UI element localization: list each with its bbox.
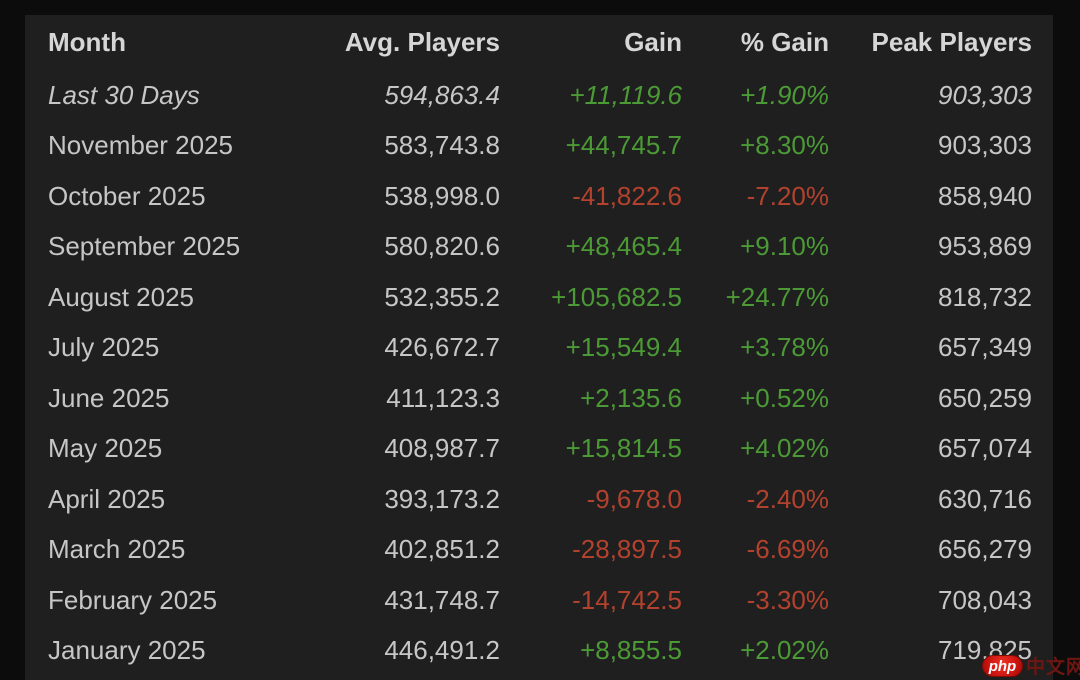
- avg-players-cell: 580,820.6: [384, 231, 500, 262]
- table-row: February 2025 431,748.7 -14,742.5 -3.30% 708…: [25, 575, 1053, 626]
- gain-cell: +105,682.5: [551, 281, 682, 312]
- month-cell: June 2025: [48, 382, 170, 413]
- month-cell: February 2025: [48, 584, 218, 615]
- watermark: php 中文网: [981, 652, 1080, 679]
- pct-gain-cell: +8.30%: [740, 130, 829, 161]
- gain-cell: +48,465.4: [565, 231, 682, 262]
- month-cell: January 2025: [48, 635, 206, 666]
- avg-players-cell: 402,851.2: [384, 534, 500, 565]
- php-logo-icon: php: [981, 654, 1023, 677]
- peak-players-cell: 903,303: [938, 79, 1032, 110]
- table-header-row: Month Avg. Players Gain % Gain Peak Play…: [25, 15, 1053, 70]
- table-row: August 2025 532,355.2 +105,682.5 +24.77% 818…: [25, 272, 1053, 323]
- peak-players-cell: 953,869: [938, 231, 1032, 262]
- table-row: Last 30 Days 594,863.4 +11,119.6 +1.90% 903,…: [25, 70, 1053, 121]
- avg-players-cell: 393,173.2: [384, 483, 500, 514]
- col-header-peak-players: Peak Players: [871, 27, 1032, 57]
- col-header-month: Month: [48, 27, 126, 57]
- month-cell: March 2025: [48, 534, 186, 565]
- avg-players-cell: 538,998.0: [384, 180, 500, 211]
- gain-cell: +15,814.5: [565, 433, 682, 464]
- month-cell: May 2025: [48, 433, 163, 464]
- month-cell: July 2025: [48, 332, 160, 363]
- avg-players-cell: 594,863.4: [384, 79, 500, 110]
- avg-players-cell: 411,123.3: [386, 382, 500, 413]
- gain-cell: +44,745.7: [565, 130, 682, 161]
- gain-cell: -14,742.5: [572, 584, 682, 615]
- table-row: January 2025 446,491.2 +8,855.5 +2.02% 719,8…: [25, 626, 1053, 677]
- pct-gain-cell: +0.52%: [740, 382, 829, 413]
- table-row: September 2025 580,820.6 +48,465.4 +9.10% 95…: [25, 222, 1053, 273]
- peak-players-cell: 818,732: [938, 281, 1032, 312]
- table-row: May 2025 408,987.7 +15,814.5 +4.02% 657,074: [25, 424, 1053, 475]
- peak-players-cell: 657,349: [938, 332, 1032, 363]
- pct-gain-cell: -6.69%: [746, 534, 829, 565]
- pct-gain-cell: -3.30%: [746, 584, 829, 615]
- avg-players-cell: 426,672.7: [384, 332, 500, 363]
- pct-gain-cell: -2.40%: [746, 483, 829, 514]
- col-header-gain: Gain: [624, 27, 682, 57]
- player-stats-table: Month Avg. Players Gain % Gain Peak Play…: [25, 15, 1053, 676]
- table-row: July 2025 426,672.7 +15,549.4 +3.78% 657,349: [25, 323, 1053, 374]
- pct-gain-cell: +9.10%: [740, 231, 829, 262]
- gain-cell: +11,119.6: [569, 79, 682, 110]
- pct-gain-cell: -7.20%: [746, 180, 829, 211]
- table-row: October 2025 538,998.0 -41,822.6 -7.20% 858,…: [25, 171, 1053, 222]
- avg-players-cell: 446,491.2: [384, 635, 500, 666]
- peak-players-cell: 656,279: [938, 534, 1032, 565]
- month-cell: September 2025: [48, 231, 241, 262]
- player-stats-panel: Month Avg. Players Gain % Gain Peak Play…: [25, 15, 1053, 680]
- avg-players-cell: 532,355.2: [384, 281, 500, 312]
- gain-cell: -28,897.5: [572, 534, 682, 565]
- pct-gain-cell: +2.02%: [740, 635, 829, 666]
- peak-players-cell: 650,259: [938, 382, 1032, 413]
- table-row: June 2025 411,123.3 +2,135.6 +0.52% 650,259: [25, 373, 1053, 424]
- pct-gain-cell: +1.90%: [740, 79, 829, 110]
- peak-players-cell: 858,940: [938, 180, 1032, 211]
- gain-cell: +2,135.6: [580, 382, 682, 413]
- watermark-site-name: 中文网: [1025, 657, 1080, 678]
- gain-cell: +15,549.4: [565, 332, 682, 363]
- pct-gain-cell: +4.02%: [740, 433, 829, 464]
- gain-cell: -41,822.6: [572, 180, 682, 211]
- month-cell: November 2025: [48, 130, 233, 161]
- peak-players-cell: 657,074: [938, 433, 1032, 464]
- avg-players-cell: 408,987.7: [384, 433, 500, 464]
- month-cell: October 2025: [48, 180, 206, 211]
- gain-cell: -9,678.0: [586, 483, 682, 514]
- col-header-pct-gain: % Gain: [740, 27, 829, 57]
- table-row: March 2025 402,851.2 -28,897.5 -6.69% 656,27…: [25, 525, 1053, 576]
- gain-cell: +8,855.5: [580, 635, 682, 666]
- table-row: November 2025 583,743.8 +44,745.7 +8.30% 903…: [25, 121, 1053, 172]
- table-row: April 2025 393,173.2 -9,678.0 -2.40% 630,716: [25, 474, 1053, 525]
- peak-players-cell: 903,303: [938, 130, 1032, 161]
- pct-gain-cell: +3.78%: [740, 332, 829, 363]
- peak-players-cell: 630,716: [938, 483, 1032, 514]
- pct-gain-cell: +24.77%: [725, 281, 829, 312]
- avg-players-cell: 583,743.8: [384, 130, 500, 161]
- peak-players-cell: 708,043: [938, 584, 1032, 615]
- avg-players-cell: 431,748.7: [384, 584, 500, 615]
- col-header-avg-players: Avg. Players: [344, 27, 500, 57]
- month-cell: Last 30 Days: [48, 79, 200, 110]
- month-cell: August 2025: [48, 281, 195, 312]
- month-cell: April 2025: [48, 483, 166, 514]
